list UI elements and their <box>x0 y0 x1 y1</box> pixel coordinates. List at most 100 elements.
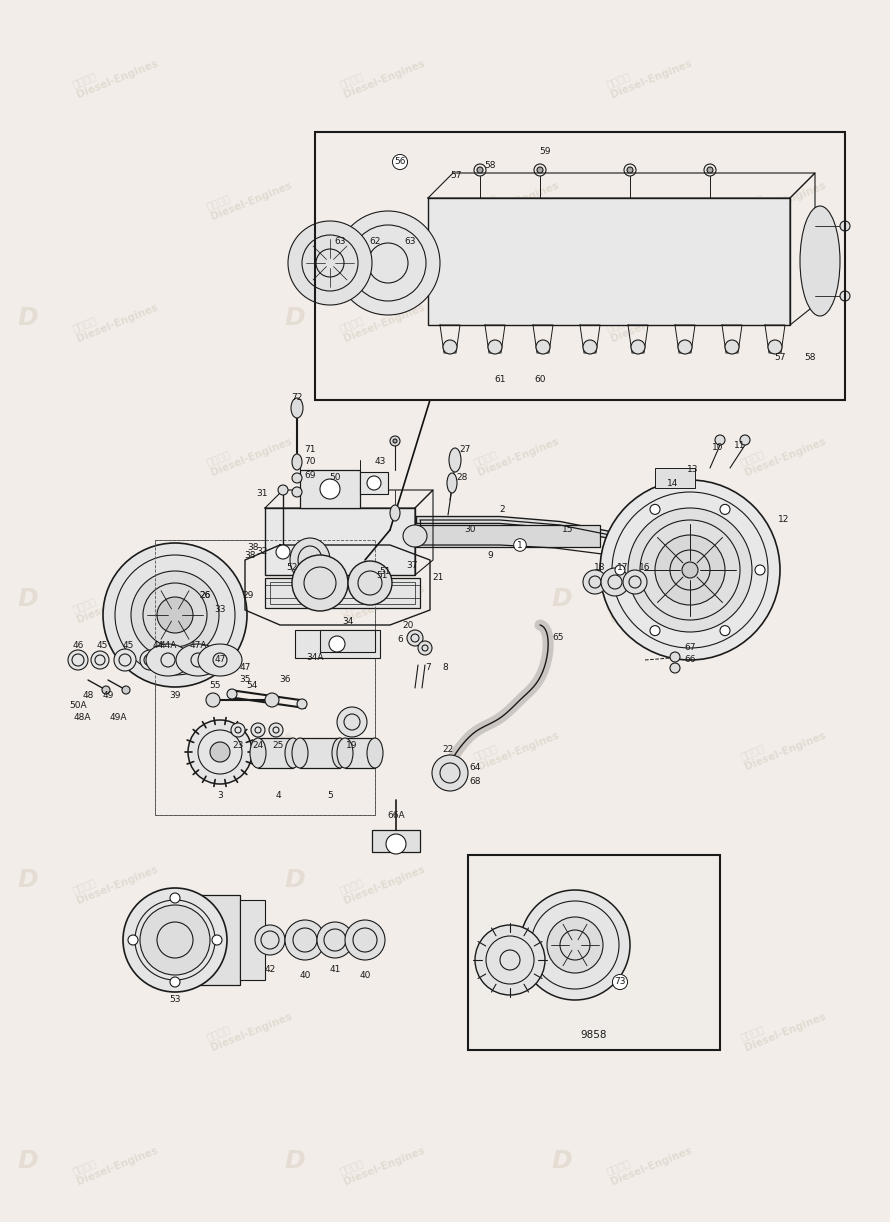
Circle shape <box>68 650 88 670</box>
Text: 紫发动力
Diesel-Engines: 紫发动力 Diesel-Engines <box>338 48 426 99</box>
Text: 46: 46 <box>72 640 84 650</box>
Circle shape <box>231 723 245 737</box>
Circle shape <box>393 439 397 444</box>
Circle shape <box>583 569 607 594</box>
Bar <box>360 472 388 494</box>
Text: 紫发动力
Diesel-Engines: 紫发动力 Diesel-Engines <box>205 1001 293 1052</box>
Circle shape <box>418 642 432 655</box>
Text: 45: 45 <box>122 640 134 650</box>
Text: 62: 62 <box>369 237 381 247</box>
Text: D: D <box>552 306 572 330</box>
Circle shape <box>432 755 468 791</box>
Ellipse shape <box>403 525 427 547</box>
Text: 39: 39 <box>169 690 181 699</box>
Ellipse shape <box>146 644 190 676</box>
Text: 26: 26 <box>199 590 211 600</box>
Ellipse shape <box>800 207 840 316</box>
Text: 26: 26 <box>199 590 211 600</box>
Bar <box>270 582 415 604</box>
Circle shape <box>140 906 210 975</box>
Text: 43: 43 <box>375 457 385 467</box>
Circle shape <box>212 935 222 945</box>
Circle shape <box>103 543 247 687</box>
Text: 紫发动力
Diesel-Engines: 紫发动力 Diesel-Engines <box>338 573 426 624</box>
Text: 紫发动力
Diesel-Engines: 紫发动力 Diesel-Engines <box>472 720 560 771</box>
Ellipse shape <box>332 738 348 767</box>
Text: 紫发动力
Diesel-Engines: 紫发动力 Diesel-Engines <box>739 426 827 478</box>
Text: D: D <box>18 306 38 330</box>
Circle shape <box>102 686 110 694</box>
Bar <box>265 508 415 576</box>
Text: 紫发动力
Diesel-Engines: 紫发动力 Diesel-Engines <box>71 48 159 99</box>
Bar <box>415 525 600 547</box>
Text: 18: 18 <box>595 563 606 572</box>
Text: 51: 51 <box>376 571 388 579</box>
Circle shape <box>655 535 725 605</box>
Circle shape <box>206 693 220 708</box>
Circle shape <box>623 569 647 594</box>
Text: 58: 58 <box>805 353 816 363</box>
Text: 30: 30 <box>465 525 476 534</box>
Circle shape <box>292 473 302 483</box>
Text: D: D <box>285 587 305 611</box>
Circle shape <box>670 653 680 662</box>
Ellipse shape <box>292 455 302 470</box>
Text: 1: 1 <box>517 540 523 550</box>
Text: 55: 55 <box>209 681 221 689</box>
Text: 53: 53 <box>169 996 181 1004</box>
Circle shape <box>407 631 423 646</box>
Text: 66: 66 <box>684 655 696 665</box>
Text: 31: 31 <box>256 489 268 497</box>
Text: 8: 8 <box>442 664 448 672</box>
Circle shape <box>386 833 406 854</box>
Circle shape <box>188 720 252 785</box>
Text: 紫发动力
Diesel-Engines: 紫发动力 Diesel-Engines <box>605 854 693 906</box>
Text: 49: 49 <box>102 690 114 699</box>
Circle shape <box>707 167 713 174</box>
Text: 37: 37 <box>406 561 417 569</box>
Circle shape <box>131 571 219 659</box>
Text: 紫发动力
Diesel-Engines: 紫发动力 Diesel-Engines <box>338 1135 426 1187</box>
Ellipse shape <box>337 738 353 767</box>
Circle shape <box>336 211 440 315</box>
Bar <box>155 540 375 815</box>
Text: 22: 22 <box>442 745 454 754</box>
Text: 60: 60 <box>534 375 546 385</box>
Bar <box>258 738 293 767</box>
Text: 4: 4 <box>275 791 281 799</box>
Ellipse shape <box>367 738 383 767</box>
Bar <box>175 895 240 985</box>
Bar <box>320 631 375 653</box>
Circle shape <box>91 651 109 668</box>
Text: 49A: 49A <box>109 714 126 722</box>
Circle shape <box>122 686 130 694</box>
Text: 紫发动力
Diesel-Engines: 紫发动力 Diesel-Engines <box>739 170 827 221</box>
Circle shape <box>670 664 680 673</box>
Circle shape <box>227 689 237 699</box>
Bar <box>398 243 428 284</box>
Text: 17: 17 <box>618 563 628 572</box>
Ellipse shape <box>250 738 266 767</box>
Text: 23: 23 <box>232 741 244 749</box>
Circle shape <box>265 693 279 708</box>
Text: 21: 21 <box>433 573 444 583</box>
Text: 34A: 34A <box>306 654 324 662</box>
Circle shape <box>390 436 400 446</box>
Text: 12: 12 <box>779 516 789 524</box>
Circle shape <box>320 479 340 499</box>
Bar <box>300 738 340 767</box>
Text: 63: 63 <box>404 237 416 247</box>
Circle shape <box>317 923 353 958</box>
Text: 61: 61 <box>494 375 506 385</box>
Ellipse shape <box>631 340 645 354</box>
Text: 7: 7 <box>425 664 431 672</box>
Circle shape <box>285 920 325 960</box>
Text: 9: 9 <box>487 550 493 560</box>
Text: 紫发动力
Diesel-Engines: 紫发动力 Diesel-Engines <box>338 854 426 906</box>
Text: 67: 67 <box>684 644 696 653</box>
Text: 紫发动力
Diesel-Engines: 紫发动力 Diesel-Engines <box>605 48 693 99</box>
Circle shape <box>720 626 730 635</box>
Ellipse shape <box>443 340 457 354</box>
Text: 27: 27 <box>459 446 471 455</box>
Text: D: D <box>552 587 572 611</box>
